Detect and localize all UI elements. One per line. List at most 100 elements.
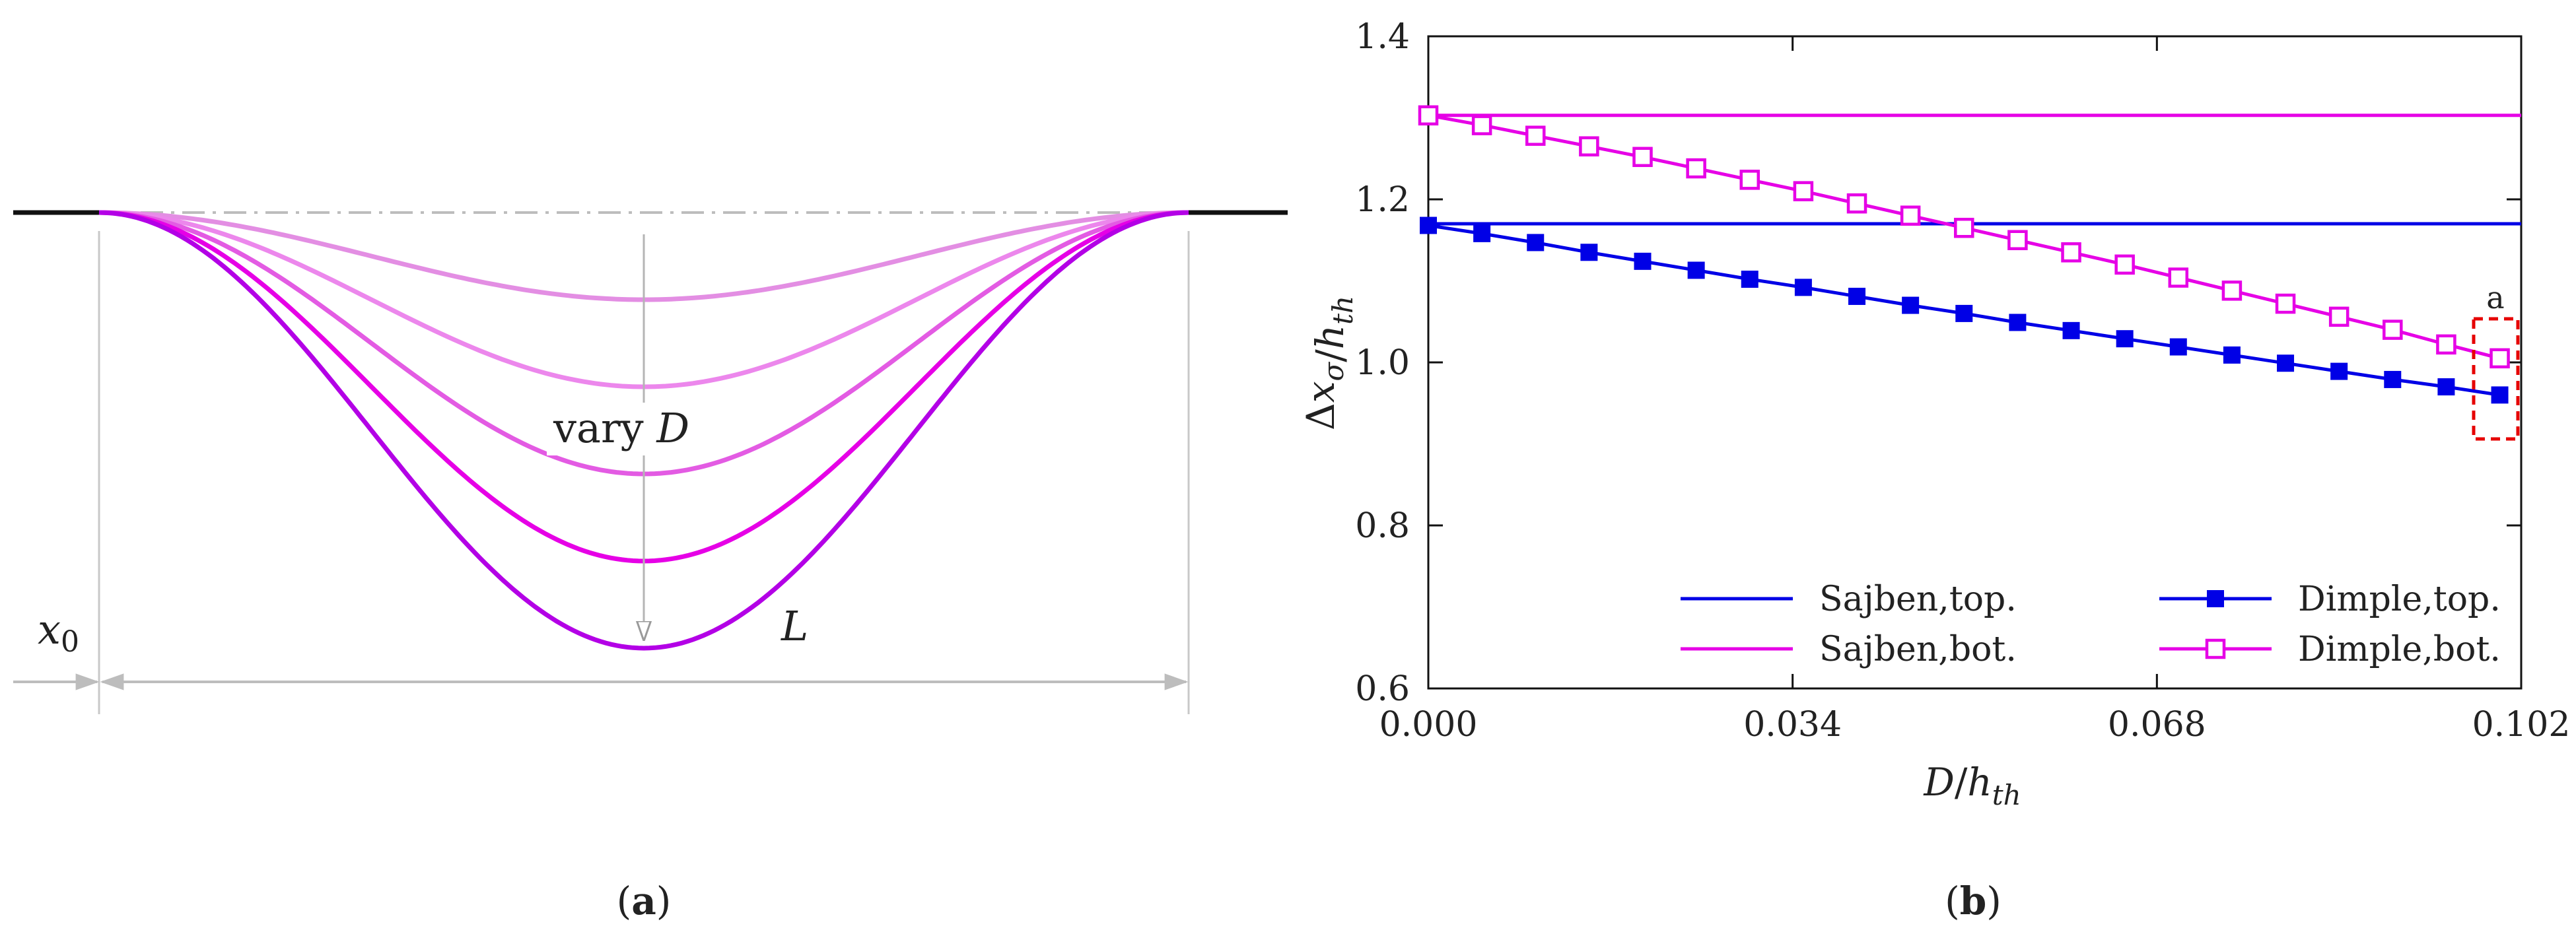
annotation-dashed-box bbox=[2472, 317, 2520, 441]
y-axis-ticks: 0.6 0.8 1.0 1.2 1.4 bbox=[1355, 17, 2521, 709]
data-point-marker bbox=[2223, 346, 2241, 364]
axis-label-delta: Δ bbox=[1298, 403, 1343, 430]
panel-a-caption-close: ) bbox=[656, 879, 672, 923]
data-point-marker bbox=[2383, 319, 2403, 340]
y-tick-label: 1.2 bbox=[1355, 180, 1410, 220]
data-point-marker bbox=[1473, 224, 1491, 242]
data-point-marker bbox=[1955, 304, 1973, 322]
series-dimple-bot bbox=[1418, 105, 2510, 369]
length-label-L: L bbox=[781, 602, 808, 650]
data-point-marker bbox=[1580, 244, 1598, 261]
legend-label: Sajben,bot. bbox=[1819, 630, 2017, 669]
panel-b-caption: (b) bbox=[1945, 879, 2002, 923]
vary-label-background bbox=[547, 403, 699, 455]
vary-d-word: vary bbox=[553, 404, 656, 452]
x-tick-label: 0.000 bbox=[1379, 705, 1478, 745]
data-point-marker bbox=[1794, 279, 1812, 296]
data-point-marker bbox=[2330, 362, 2348, 380]
panel-b-caption-open: ( bbox=[1945, 879, 1960, 923]
dimple-profile-5 bbox=[98, 210, 1189, 651]
data-point-marker bbox=[2384, 370, 2402, 388]
annotation-label: a bbox=[2486, 280, 2504, 316]
vary-d-label: vary D bbox=[553, 404, 689, 452]
y-tick-label: 0.8 bbox=[1355, 506, 1410, 546]
data-point-marker bbox=[2275, 293, 2296, 314]
data-point-marker bbox=[1846, 193, 1867, 214]
axis-label-base: h bbox=[1967, 760, 1992, 805]
x-axis-label: D/hth bbox=[1923, 760, 2021, 811]
data-point-marker bbox=[2007, 230, 2028, 250]
x0-variable: x bbox=[38, 605, 61, 653]
data-point-marker bbox=[2169, 338, 2187, 356]
x-tick-label: 0.034 bbox=[1743, 705, 1842, 745]
data-point-marker bbox=[1848, 287, 1866, 305]
data-point-marker bbox=[1420, 217, 1437, 234]
data-point-marker bbox=[1527, 234, 1545, 251]
data-point-marker bbox=[1471, 115, 1492, 135]
data-point-marker bbox=[1900, 205, 1921, 226]
data-point-marker bbox=[1632, 147, 1653, 168]
legend-item: Dimple,top. bbox=[2159, 580, 2501, 619]
data-point-marker bbox=[2114, 254, 2135, 275]
panel-a-caption-letter: a bbox=[631, 879, 656, 923]
data-point-marker bbox=[2062, 321, 2080, 339]
data-point-marker bbox=[1634, 252, 1652, 270]
data-point-marker bbox=[2061, 242, 2081, 263]
data-point-marker bbox=[1739, 170, 1760, 190]
legend-item: Dimple,bot. bbox=[2159, 630, 2501, 669]
axis-label-base: h bbox=[1307, 325, 1352, 349]
legend-swatch-marker bbox=[2205, 638, 2226, 659]
data-point-marker bbox=[1579, 136, 1599, 156]
data-point-marker bbox=[2437, 378, 2455, 396]
axis-label-base: x bbox=[1298, 381, 1343, 403]
axis-label-subscript: th bbox=[1327, 296, 1359, 325]
data-point-marker bbox=[1525, 125, 1546, 146]
legend-swatch-marker bbox=[2207, 590, 2224, 607]
legend-label: Dimple,bot. bbox=[2298, 630, 2501, 669]
panel-a-dimple-diagram: vary D L x0 (a) bbox=[13, 210, 1288, 923]
legend-item: Sajben,top. bbox=[1681, 580, 2017, 619]
legend-item: Sajben,bot. bbox=[1681, 630, 2017, 669]
axis-label-slash: / bbox=[1307, 349, 1352, 362]
data-point-marker bbox=[1793, 181, 1814, 201]
y-tick-label: 1.0 bbox=[1355, 343, 1410, 383]
data-point-marker bbox=[1687, 261, 1705, 279]
x-tick-label: 0.102 bbox=[2472, 705, 2571, 745]
axis-label-base: D bbox=[1923, 760, 1955, 805]
panel-b-caption-letter: b bbox=[1960, 879, 1987, 923]
data-point-marker bbox=[2009, 314, 2027, 331]
data-point-marker bbox=[2491, 386, 2509, 404]
data-point-marker bbox=[2489, 348, 2510, 369]
axis-label-subscript: th bbox=[1992, 779, 2021, 811]
axis-label-subscript: σ bbox=[1317, 361, 1350, 381]
panel-a-caption-open: ( bbox=[617, 879, 632, 923]
data-point-marker bbox=[2277, 354, 2295, 372]
x0-subscript: 0 bbox=[61, 625, 79, 659]
data-point-marker bbox=[2221, 281, 2243, 301]
y-axis-label: Δxσ/hth bbox=[1298, 296, 1359, 430]
data-point-marker bbox=[2168, 267, 2189, 288]
data-point-marker bbox=[1741, 271, 1758, 288]
data-point-marker bbox=[1954, 217, 1974, 238]
data-point-marker bbox=[1418, 105, 1439, 126]
data-point-marker bbox=[1902, 296, 1920, 314]
data-point-marker bbox=[1686, 158, 1706, 179]
panel-b-chart: 0.6 0.8 1.0 1.2 1.4 0.000 0.034 0.068 0.102 a Δ… bbox=[1298, 17, 2570, 923]
series-layer bbox=[1418, 105, 2521, 404]
data-point-marker bbox=[2436, 334, 2456, 355]
series-dimple-top bbox=[1420, 217, 2509, 404]
legend-label: Sajben,top. bbox=[1819, 580, 2017, 619]
x-axis-ticks: 0.000 0.034 0.068 0.102 bbox=[1379, 36, 2571, 745]
x-tick-label: 0.068 bbox=[2108, 705, 2206, 745]
vary-d-variable: D bbox=[656, 404, 689, 452]
panel-a-caption: (a) bbox=[617, 879, 672, 923]
legend: Sajben,top. Sajben,bot. Dimple,top. Dimple,… bbox=[1681, 580, 2501, 669]
legend-label: Dimple,top. bbox=[2298, 580, 2501, 619]
y-tick-label: 1.4 bbox=[1355, 17, 1410, 57]
data-point-marker bbox=[2116, 330, 2134, 348]
axis-label-slash: / bbox=[1955, 760, 1968, 805]
panel-b-caption-close: ) bbox=[1986, 879, 2002, 923]
data-point-marker bbox=[2328, 306, 2350, 327]
y-tick-label: 0.6 bbox=[1355, 669, 1410, 709]
